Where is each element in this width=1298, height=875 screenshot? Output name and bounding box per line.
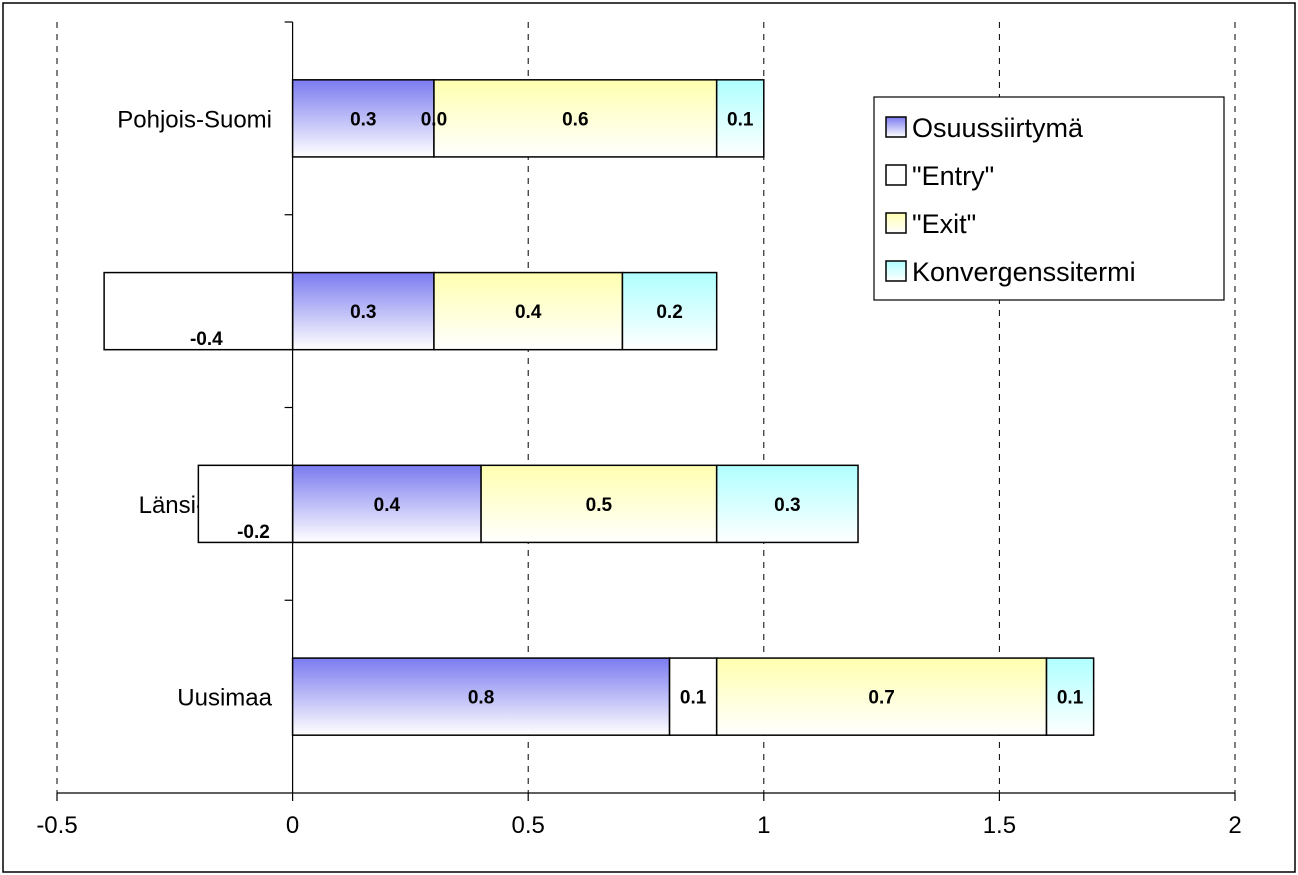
legend-label: Konvergenssitermi — [912, 257, 1136, 287]
x-tick-label: 1 — [757, 812, 770, 839]
legend-swatch — [885, 260, 907, 282]
bar-segment — [621, 271, 718, 351]
data-label: 0.3 — [350, 302, 376, 323]
data-label: 0.2 — [656, 302, 682, 323]
data-label: 0.7 — [868, 688, 894, 709]
data-label: -0.4 — [190, 329, 223, 350]
bar-segment — [715, 79, 765, 158]
data-label: 0.1 — [680, 688, 707, 709]
bar-segment — [291, 657, 671, 736]
category-label: Uusimaa — [177, 685, 272, 712]
bar-segment — [480, 464, 718, 544]
legend-label: Osuussiirtymä — [912, 113, 1084, 143]
x-tick-label: -0.5 — [36, 812, 77, 839]
data-label: 0.6 — [562, 109, 588, 130]
data-label: 0.4 — [515, 302, 542, 323]
data-label: 0.8 — [468, 688, 494, 709]
x-tick-label: 2 — [1228, 812, 1241, 839]
x-tick-label: 1.5 — [983, 812, 1016, 839]
bar-segment — [103, 271, 294, 351]
bar-segment — [197, 464, 294, 544]
data-label: 0.5 — [586, 495, 613, 516]
category-label: Pohjois-Suomi — [117, 106, 272, 133]
x-tick-label: 0 — [286, 812, 299, 839]
data-labels: 0.8 0.1 0.7 0.1 0.4 -0.2 0.5 0.3 0.3 -0.4 0.4 0.2 0.… — [190, 109, 1084, 708]
bar-segment — [1045, 657, 1095, 736]
bar-segment — [715, 464, 859, 544]
bar-segment — [291, 79, 435, 158]
legend-swatch — [885, 164, 907, 186]
legend-swatch — [885, 116, 907, 138]
legend-label: "Exit" — [912, 209, 976, 239]
legend-swatch — [885, 212, 907, 234]
gridlines — [56, 22, 1236, 793]
data-label: 0.1 — [1057, 688, 1084, 709]
bar-segment — [668, 657, 718, 736]
legend-label: "Entry" — [912, 161, 994, 191]
x-tick-label: 0.5 — [512, 812, 545, 839]
bar-segment — [433, 271, 624, 351]
legend: Osuussiirtymä "Entry" "Exit" Konvergenssite… — [873, 96, 1225, 301]
data-label: 0.1 — [727, 109, 754, 130]
bar-segment — [433, 79, 718, 158]
data-label: 0.3 — [350, 109, 376, 130]
bars — [103, 79, 1095, 736]
data-label: 0.0 — [421, 109, 447, 130]
data-label: -0.2 — [237, 522, 270, 543]
data-label: 0.4 — [374, 495, 401, 516]
legend-box — [873, 96, 1225, 301]
bar-segment — [291, 271, 435, 351]
data-label: 0.3 — [774, 495, 800, 516]
